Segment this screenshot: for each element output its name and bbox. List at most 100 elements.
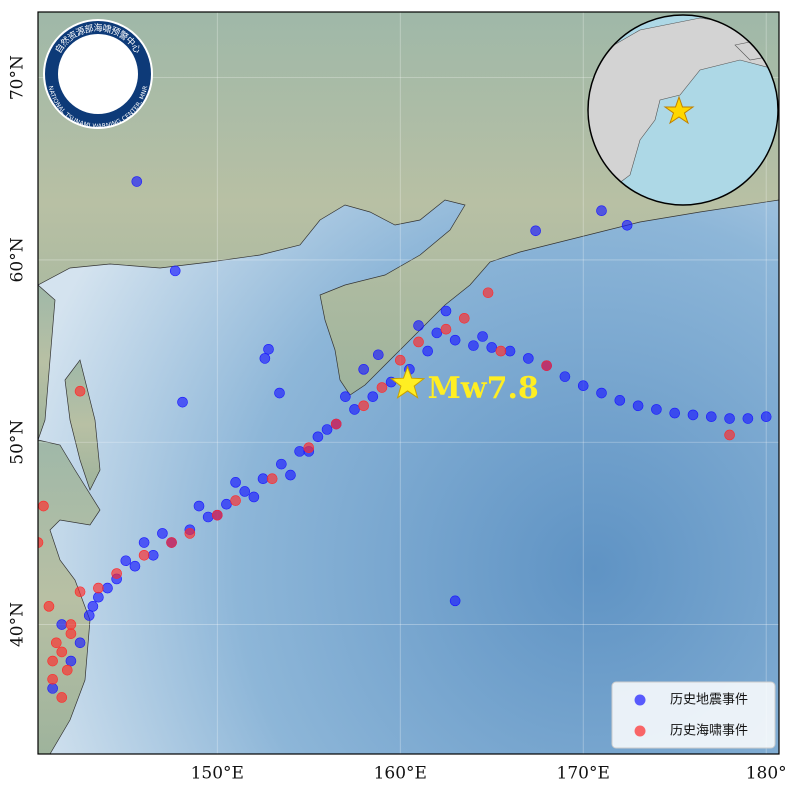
- event-point: [169, 265, 181, 277]
- event-point: [706, 411, 717, 423]
- event-point: [358, 400, 369, 412]
- x-tick-label: 170°E: [557, 764, 610, 784]
- event-point: [177, 396, 188, 408]
- globe-outline: [587, 14, 779, 206]
- event-point: [239, 486, 251, 497]
- event-point: [129, 560, 141, 572]
- event-point: [50, 637, 62, 649]
- event-point: [138, 549, 150, 561]
- event-point: [687, 409, 699, 421]
- event-point: [504, 345, 516, 357]
- epicenter-label: Mw7.8: [428, 371, 539, 406]
- y-tick-label: 50°N: [8, 420, 28, 465]
- land: [64, 359, 101, 491]
- event-point: [312, 431, 324, 443]
- legend-label: 历史地震事件: [670, 693, 748, 708]
- event-point: [530, 225, 541, 237]
- event-point: [440, 323, 452, 335]
- event-point: [74, 637, 86, 649]
- event-point: [340, 391, 351, 402]
- event-point: [259, 353, 271, 364]
- event-point: [74, 586, 86, 598]
- event-point: [596, 387, 607, 399]
- event-point: [413, 336, 424, 348]
- event-point: [367, 391, 379, 402]
- event-point: [65, 628, 77, 639]
- event-point: [760, 411, 772, 423]
- event-point: [632, 400, 644, 412]
- event-point: [202, 511, 214, 523]
- x-tick-label: 160°E: [374, 764, 427, 784]
- event-point: [111, 568, 122, 579]
- event-point: [621, 220, 633, 231]
- legend-label: 历史海啸事件: [670, 724, 748, 739]
- event-point: [440, 305, 452, 317]
- event-point: [294, 446, 305, 457]
- x-tick-label: 150°E: [191, 764, 244, 784]
- event-point: [373, 349, 384, 361]
- x-tick-label: 180°: [746, 764, 787, 784]
- event-point: [349, 404, 360, 415]
- event-point: [263, 343, 274, 355]
- event-point: [257, 473, 269, 485]
- event-point: [230, 495, 241, 506]
- event-point: [61, 664, 73, 676]
- event-point: [449, 334, 461, 346]
- event-point: [120, 555, 132, 567]
- event-point: [724, 429, 735, 441]
- event-point: [147, 549, 159, 561]
- event-point: [166, 537, 177, 548]
- event-point: [523, 353, 534, 364]
- event-point: [596, 205, 607, 217]
- logo-core: [58, 34, 138, 114]
- event-point: [577, 380, 589, 392]
- frame: [37, 11, 780, 755]
- event-point: [742, 413, 754, 424]
- y-tick-label: 70°N: [8, 55, 28, 100]
- legend-swatch: [634, 694, 646, 706]
- event-point: [193, 500, 205, 512]
- event-point: [330, 418, 342, 430]
- event-point: [321, 424, 333, 435]
- event-point: [138, 537, 150, 548]
- event-point: [230, 477, 241, 488]
- event-point: [47, 673, 58, 685]
- legend: 历史地震事件 历史海啸事件: [611, 681, 776, 749]
- event-point: [248, 491, 260, 503]
- land: [38, 284, 56, 441]
- event-point: [56, 619, 68, 630]
- event-point: [285, 469, 296, 481]
- y-tick-label: 40°N: [8, 602, 28, 647]
- event-point: [102, 582, 113, 594]
- event-point: [669, 407, 681, 419]
- event-point: [274, 387, 285, 399]
- overlay: [38, 12, 779, 754]
- event-point: [38, 537, 44, 548]
- event-point: [431, 327, 443, 339]
- event-point: [47, 655, 58, 667]
- event-point: [83, 610, 95, 621]
- event-point: [651, 404, 662, 415]
- logo: 自然资源部海啸预警中心 NATIONAL TSUNAMI WARNING CEN…: [43, 19, 153, 130]
- event-point: [43, 601, 55, 612]
- event-point: [131, 176, 143, 187]
- event-point: [486, 342, 498, 353]
- event-point: [358, 364, 369, 375]
- legend-swatch: [634, 725, 646, 737]
- event-point: [47, 683, 58, 694]
- event-point: [38, 500, 49, 512]
- inset-globe: [587, 14, 779, 206]
- event-point: [221, 498, 232, 510]
- event-point: [477, 331, 488, 342]
- event-point: [724, 413, 735, 424]
- event-point: [541, 360, 552, 371]
- event-point: [482, 287, 494, 299]
- event-point: [394, 354, 406, 366]
- event-point: [495, 345, 507, 357]
- event-point: [468, 340, 479, 351]
- event-point: [422, 345, 434, 357]
- event-point: [276, 458, 287, 470]
- event-point: [266, 473, 278, 485]
